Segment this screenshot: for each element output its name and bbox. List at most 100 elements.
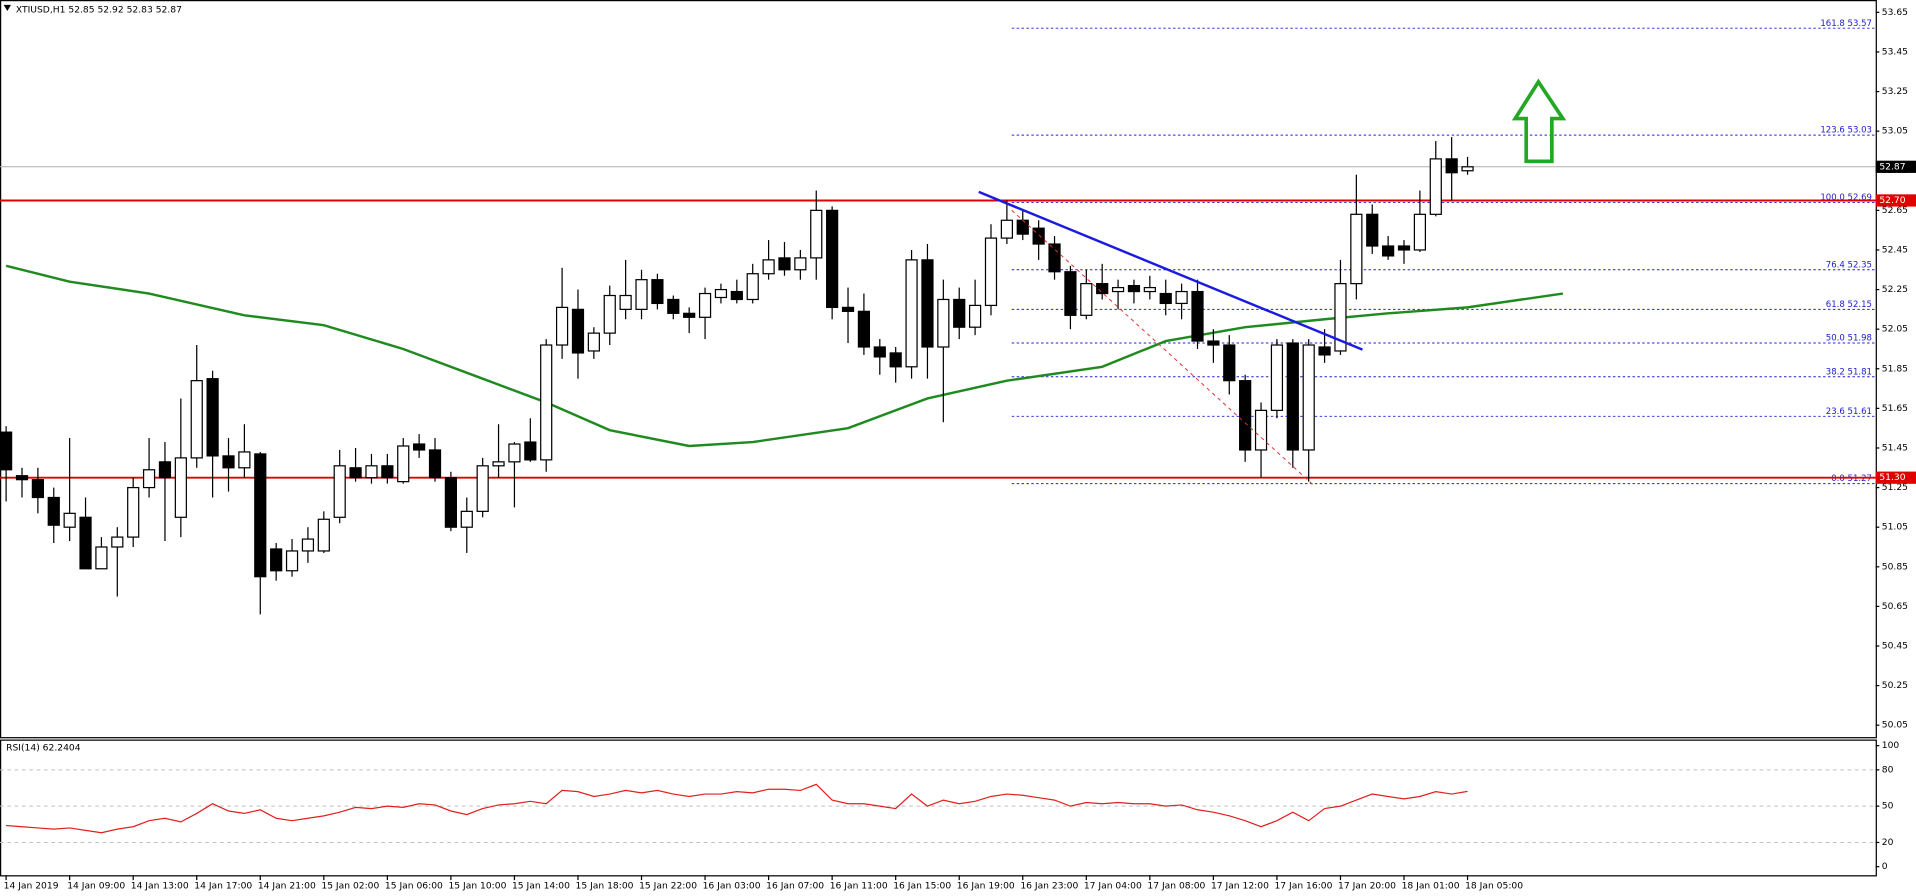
candle-body [1096, 283, 1109, 295]
chart-title: XTIUSD,H1 52.85 52.92 52.83 52.87 [16, 4, 182, 15]
x-tick-label: 17 Jan 16:00 [1274, 881, 1332, 892]
candle-body [238, 451, 251, 469]
fib-label: 50.0 51.98 [1826, 334, 1872, 344]
candle-body [651, 279, 664, 305]
candle-body [365, 465, 378, 479]
current-price-label: 52.87 [1879, 161, 1905, 172]
y-tick-label: 52.05 [1882, 324, 1908, 335]
candle-body [1111, 286, 1125, 293]
x-tick-label: 15 Jan 10:00 [448, 881, 506, 892]
candle-body [79, 516, 92, 570]
candle-body [31, 479, 44, 499]
candle-body [47, 496, 60, 526]
x-tick-label: 15 Jan 18:00 [576, 881, 634, 892]
fib-label: 161.8 53.57 [1820, 19, 1872, 29]
candle-body [460, 510, 473, 528]
candle-body [206, 378, 219, 457]
candle-body [1191, 290, 1204, 342]
candle-body [746, 273, 759, 301]
x-tick-label: 15 Jan 02:00 [321, 881, 379, 892]
x-tick-label: 16 Jan 03:00 [703, 881, 761, 892]
y-tick-label: 53.65 [1882, 7, 1908, 18]
x-tick-label: 14 Jan 2019 [4, 881, 59, 892]
candle-body [222, 455, 235, 469]
candle-body [1223, 344, 1236, 382]
price-tag [1875, 194, 1916, 207]
candle-body [889, 352, 902, 368]
rsi-frame [0, 739, 1877, 877]
rsi-line [6, 783, 1468, 834]
candle-body [1286, 342, 1299, 451]
fib-label: 61.8 52.15 [1826, 300, 1872, 310]
candle-body [1143, 286, 1156, 293]
y-tick-label: 53.25 [1882, 86, 1908, 97]
candle-body [1429, 158, 1442, 215]
y-tick-label: 53.45 [1882, 46, 1908, 57]
candle-body [15, 475, 29, 481]
y-tick-label: 51.25 [1882, 482, 1908, 493]
rsi-y-tick-label: 20 [1882, 837, 1894, 848]
candle-body [63, 512, 76, 528]
candle-body [1175, 290, 1188, 305]
fib-label: 76.4 52.35 [1826, 260, 1872, 270]
rsi-y-tick-label: 50 [1882, 801, 1894, 812]
y-tick-label: 52.65 [1882, 205, 1908, 216]
y-tick-label: 52.25 [1882, 284, 1908, 295]
x-tick-label: 14 Jan 21:00 [258, 881, 316, 892]
rsi-y-tick-label: 100 [1882, 740, 1900, 751]
x-tick-label: 16 Jan 11:00 [830, 881, 888, 892]
x-tick-label: 16 Jan 15:00 [893, 881, 951, 892]
candle-body [524, 441, 537, 461]
candle-body [873, 346, 886, 358]
candle-body [1461, 166, 1474, 172]
candle-body [778, 257, 791, 271]
candle-body [1334, 283, 1347, 352]
y-tick-label: 50.45 [1882, 641, 1908, 652]
candle-body [95, 546, 108, 570]
candle-body [301, 538, 315, 552]
y-tick-label: 50.85 [1882, 561, 1908, 572]
y-tick-label: 53.05 [1882, 126, 1908, 137]
candle-body [158, 461, 172, 479]
y-tick-label: 51.45 [1882, 442, 1908, 453]
candle-body [921, 259, 934, 348]
rsi-y-tick-label: 80 [1882, 764, 1894, 775]
candle-body [730, 290, 743, 301]
candle-body [254, 453, 267, 578]
up-arrow [1511, 78, 1567, 164]
fib-label: 38.2 51.81 [1826, 367, 1872, 377]
candle-body [190, 380, 203, 459]
candle-body [174, 457, 187, 518]
candle-body [984, 237, 998, 307]
candle-body [1382, 245, 1395, 257]
candle-body [1000, 219, 1013, 239]
candle-body [1350, 213, 1363, 285]
candle-body [0, 431, 13, 471]
y-tick-label: 50.05 [1882, 720, 1908, 731]
candle-body [1239, 380, 1252, 451]
candle-body [826, 209, 839, 309]
price-tag-label: 52.70 [1879, 195, 1905, 206]
candle-body [619, 294, 632, 310]
candle-body [698, 292, 712, 318]
y-tick-label: 51.65 [1882, 403, 1908, 414]
rsi-y-tick-label: 0 [1882, 861, 1888, 872]
x-tick-label: 16 Jan 19:00 [957, 881, 1015, 892]
candle-body [1032, 227, 1045, 245]
x-tick-label: 17 Jan 08:00 [1147, 881, 1205, 892]
candle-body [270, 548, 283, 572]
y-tick-label: 51.85 [1882, 363, 1908, 374]
candle-body [317, 518, 330, 552]
x-tick-label: 18 Jan 01:00 [1402, 881, 1460, 892]
main-frame [0, 0, 1877, 739]
candle-body [111, 536, 124, 548]
x-tick-label: 15 Jan 14:00 [512, 881, 570, 892]
candle-body [1016, 219, 1029, 235]
candle-body [937, 298, 950, 348]
candle-body [127, 486, 140, 538]
candle-body [1413, 213, 1427, 251]
candle-body [333, 465, 346, 518]
candle-body [428, 449, 442, 479]
candle-body [683, 312, 696, 318]
